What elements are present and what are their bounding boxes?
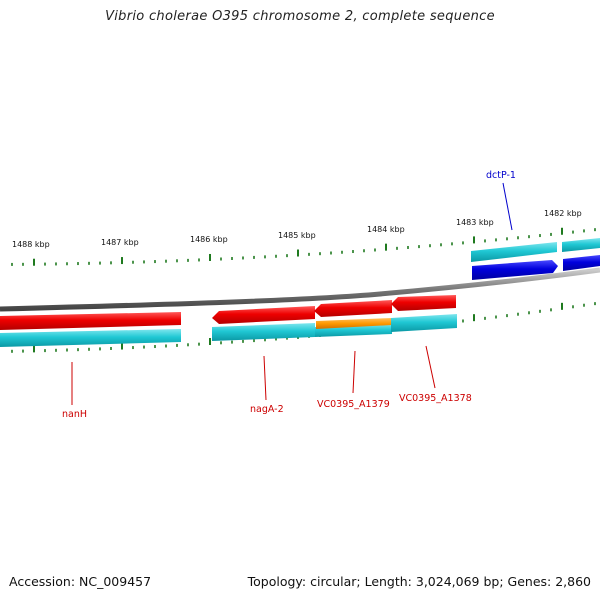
scale-label-1487: 1487 kbp [101, 238, 139, 247]
VC0395_A1379-gene-arrow [314, 300, 392, 317]
gene-label-VC0395_A1379: VC0395_A1379 [317, 399, 390, 410]
VC0395_A1378-cds-feature [391, 314, 457, 332]
VC0395_A1378-gene-arrow [391, 295, 456, 311]
dctP-gene-arrow-2 [563, 255, 600, 271]
nanH-cds-feature [0, 329, 181, 347]
scale-label-1485: 1485 kbp [278, 231, 316, 240]
scale-labels: 1488 kbp 1487 kbp 1486 kbp 1485 kbp 1484… [12, 209, 582, 249]
map-title: Vibrio cholerae O395 chromosome 2, compl… [105, 9, 495, 24]
topology-summary: Topology: circular; Length: 3,024,069 bp… [247, 574, 591, 589]
scale-label-1486: 1486 kbp [190, 235, 228, 244]
gene-label-VC0395_A1378: VC0395_A1378 [399, 393, 472, 404]
scale-label-1484: 1484 kbp [367, 225, 405, 234]
misc-feature-orange [316, 318, 392, 329]
VC0395_A1379-leader [352, 350, 356, 394]
nagA-2-cds-feature [212, 323, 315, 341]
genome-backbone [0, 267, 600, 312]
scale-label-1483: 1483 kbp [456, 218, 494, 227]
nanH-gene-arrow [0, 312, 181, 330]
nagA-2-gene-arrow [212, 306, 315, 324]
scale-label-1482: 1482 kbp [544, 209, 582, 218]
accession-text: Accession: NC_009457 [9, 574, 152, 589]
gene-labels: dctP-1 nanH nagA-2 VC0395_A1379 VC0395_A… [62, 170, 516, 420]
gene-label-nanH: nanH [62, 409, 87, 420]
label-leader-lines [71, 182, 513, 405]
scale-label-1488: 1488 kbp [12, 240, 50, 249]
outer-tick-ring [11, 227, 596, 266]
reverse-strand-features [0, 295, 457, 347]
dctP-cds-feature [471, 242, 557, 262]
gene-label-dctP-1: dctP-1 [486, 170, 516, 181]
gene-label-nagA-2: nagA-2 [250, 404, 284, 415]
dctP-leader [502, 182, 513, 231]
dctP-cds-feature-2 [562, 238, 600, 252]
nagA-2-leader [263, 355, 267, 401]
forward-strand-features [471, 238, 600, 280]
dctP-gene-arrow [472, 260, 558, 280]
VC0395_A1378-leader [425, 345, 436, 389]
